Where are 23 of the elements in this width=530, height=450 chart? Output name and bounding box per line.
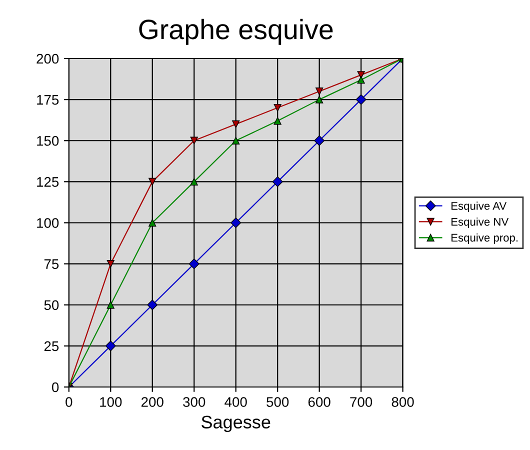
y-tick-label: 75 [44,259,59,269]
y-tick-label: 25 [44,341,59,352]
x-axis-title: Sagesse [202,416,270,432]
x-tick-label: 100 [100,397,122,407]
chart-title: Graphe esquive [139,18,333,45]
y-tick-label: 150 [37,136,59,146]
y-tick-label: 125 [37,177,59,187]
legend-label: Esquive prop. [452,233,518,244]
x-tick-label: 700 [350,397,372,407]
x-tick-label: 0 [66,397,72,407]
y-tick-label: 175 [37,95,59,105]
x-tick-label: 600 [308,397,330,407]
x-tick-label: 300 [183,397,206,407]
legend-label: Esquive AV [452,202,507,212]
y-tick-label: 0 [52,382,59,392]
x-tick-label: 500 [266,397,289,407]
y-tick-label: 200 [36,54,59,64]
y-tick-label: 100 [37,218,59,228]
y-tick-label: 50 [44,300,59,310]
legend-label: Esquive NV [452,218,509,228]
x-tick-label: 800 [392,397,414,407]
x-tick-label: 200 [141,397,164,407]
x-tick-label: 400 [224,397,247,407]
